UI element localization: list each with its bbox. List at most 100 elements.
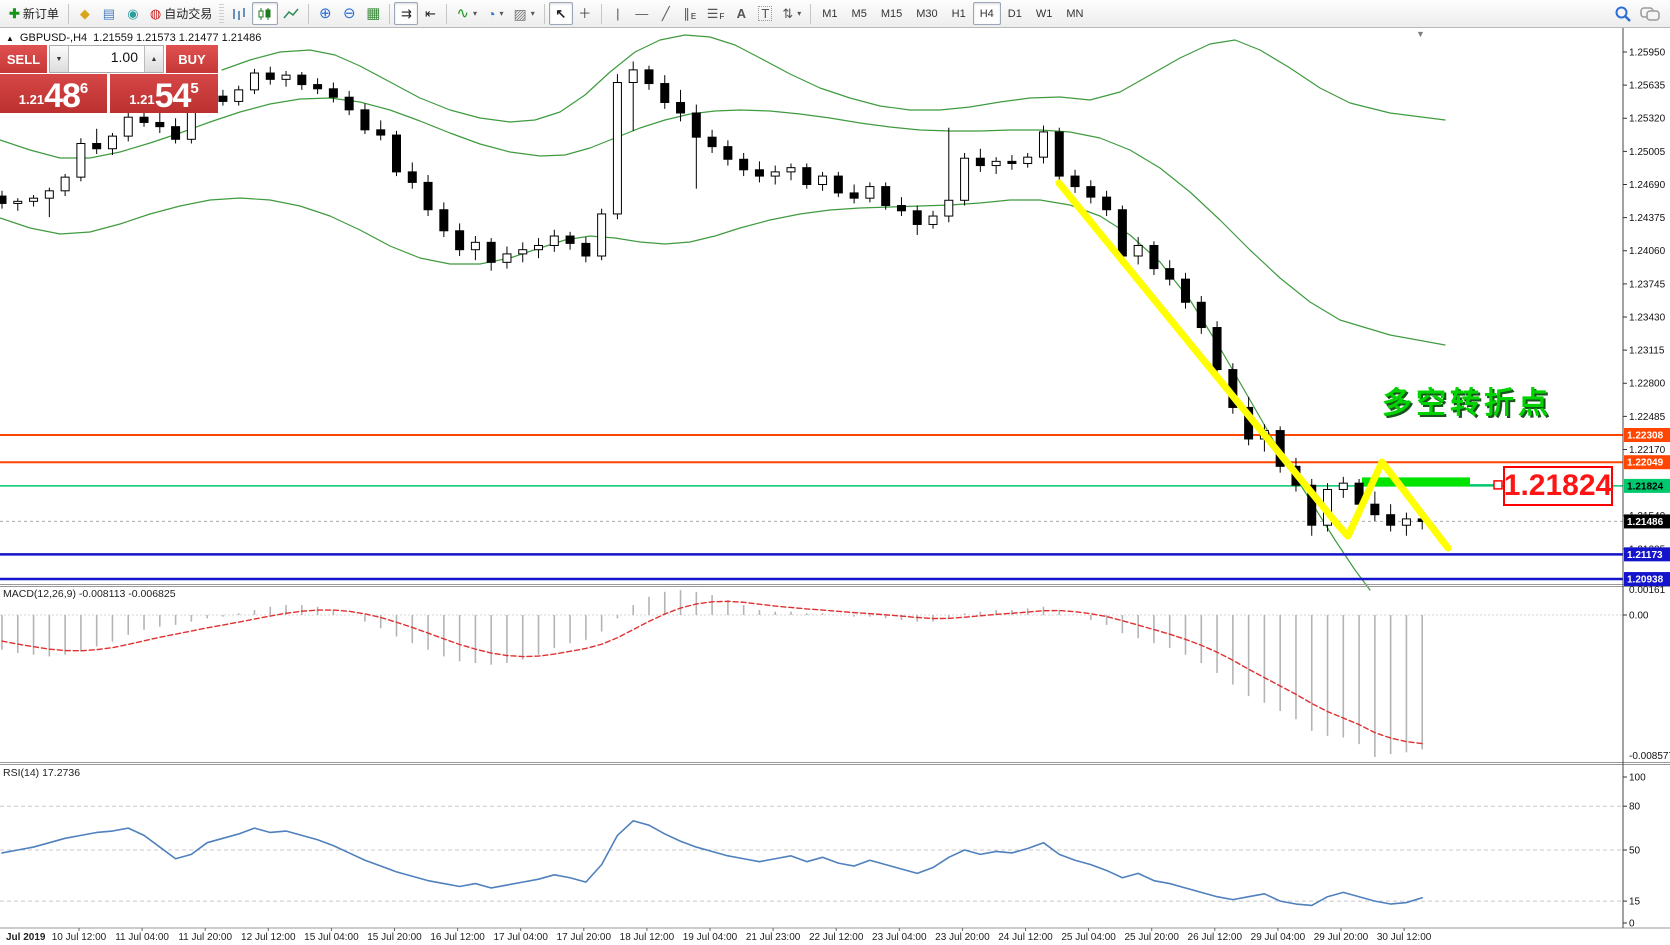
svg-text:100: 100 xyxy=(1629,773,1646,784)
tab-timeframe-M30[interactable]: M30 xyxy=(916,7,938,20)
volume-up-button[interactable]: ▲ xyxy=(144,46,163,72)
toolbar: ✚ 新订单 ◆ ▤ ◉ ◍ 自动交易 ⊕ ⊖ ▦ ⇉ ⇤ ∿ ▾ ◔ ▾ ▨ ▾ xyxy=(0,0,1670,28)
svg-text:1.25635: 1.25635 xyxy=(1629,81,1666,92)
tab-timeframe-W1[interactable]: W1 xyxy=(1035,7,1053,20)
text-icon: A xyxy=(736,6,747,21)
tab-timeframe-M15[interactable]: M15 xyxy=(880,7,903,20)
sell-button[interactable]: SELL xyxy=(0,45,47,73)
sell-price-big: 48 xyxy=(44,77,81,115)
divider xyxy=(600,3,602,24)
arrows-tool-button[interactable]: ⇅ ▾ xyxy=(777,2,806,25)
divider xyxy=(67,3,69,24)
tab-timeframe-MN[interactable]: MN xyxy=(1066,7,1084,20)
signals-button[interactable]: ◉ xyxy=(121,2,145,25)
svg-text:1.25950: 1.25950 xyxy=(1629,48,1666,59)
new-order-icon: ✚ xyxy=(9,6,20,21)
divider xyxy=(389,3,391,24)
zoom-out-icon: ⊖ xyxy=(342,5,356,22)
timeframe-group: M1 M5 M15 M30 H1 H4 D1 W1 MN xyxy=(815,2,1090,25)
svg-text:23 Jul 20:00: 23 Jul 20:00 xyxy=(935,932,990,943)
svg-text:1.23745: 1.23745 xyxy=(1629,279,1666,290)
line-chart-icon xyxy=(283,8,299,18)
vertical-line-icon: | xyxy=(616,6,620,21)
buy-price-sup: 5 xyxy=(190,80,199,97)
one-click-trade-panel: SELL ▼ 1.00 ▲ BUY 1.21 48 6 1.21 54 5 xyxy=(0,45,218,113)
svg-text:24 Jul 12:00: 24 Jul 12:00 xyxy=(998,932,1053,943)
horizontal-line-tool-button[interactable]: — xyxy=(630,2,654,25)
history-center-button[interactable]: ◆ xyxy=(73,2,97,25)
volume-down-button[interactable]: ▼ xyxy=(50,46,69,72)
fibonacci-tool-button[interactable]: ☰ F xyxy=(702,2,730,25)
volume-input[interactable]: 1.00 xyxy=(110,49,138,65)
clock-icon: ◔ xyxy=(487,5,496,22)
tab-timeframe-M1[interactable]: M1 xyxy=(822,7,838,20)
price-label-box[interactable]: 1.21824 xyxy=(1503,466,1613,506)
toolbar-grip xyxy=(219,3,225,24)
chat-icon[interactable] xyxy=(1640,6,1660,22)
tile-windows-button[interactable]: ▦ xyxy=(361,2,385,25)
svg-text:1.21824: 1.21824 xyxy=(1627,481,1664,492)
svg-text:11 Jul 04:00: 11 Jul 04:00 xyxy=(115,932,169,943)
tab-timeframe-H1[interactable]: H1 xyxy=(951,7,966,20)
auto-scroll-icon: ⇉ xyxy=(401,6,412,21)
tab-timeframe-D1[interactable]: D1 xyxy=(1007,7,1022,20)
zoom-out-button[interactable]: ⊖ xyxy=(337,2,361,25)
trendline-tool-button[interactable]: ╱ xyxy=(654,2,678,25)
chart-shift-marker-icon[interactable]: ▼ xyxy=(1416,29,1425,39)
toolbar-right xyxy=(1614,5,1666,23)
svg-text:12 Jul 12:00: 12 Jul 12:00 xyxy=(241,932,296,943)
svg-text:1.23430: 1.23430 xyxy=(1629,312,1666,323)
cursor-tool-button[interactable]: ↖ xyxy=(548,2,573,25)
vertical-line-tool-button[interactable]: | xyxy=(606,2,630,25)
buy-button[interactable]: BUY xyxy=(166,45,218,73)
sell-price[interactable]: 1.21 48 6 xyxy=(0,74,107,113)
line-chart-button[interactable] xyxy=(278,2,304,25)
chart-shift-icon: ⇤ xyxy=(425,6,436,21)
search-icon[interactable] xyxy=(1614,5,1632,23)
market-watch-button[interactable]: ▤ xyxy=(97,2,121,25)
svg-text:11 Jul 20:00: 11 Jul 20:00 xyxy=(178,932,232,943)
autotrading-label: 自动交易 xyxy=(164,7,213,21)
templates-button[interactable]: ▨ ▾ xyxy=(509,2,540,25)
channel-tool-button[interactable]: ∥ E xyxy=(678,2,702,25)
tab-timeframe-M5[interactable]: M5 xyxy=(851,7,867,20)
chart-annotation-text[interactable]: 多空转折点 xyxy=(1382,387,1552,420)
ingot-icon: ◆ xyxy=(79,6,90,21)
horizontal-line-icon: — xyxy=(635,6,649,21)
periods-button[interactable]: ◔ ▾ xyxy=(482,2,508,25)
panel-toggle-icon[interactable]: ▲ xyxy=(6,33,14,43)
chart-shift-button[interactable]: ⇤ xyxy=(418,2,442,25)
candlestick-chart-button[interactable] xyxy=(252,2,279,25)
svg-text:17 Jul 20:00: 17 Jul 20:00 xyxy=(557,932,612,943)
svg-text:0: 0 xyxy=(1629,919,1635,930)
chevron-down-icon: ▾ xyxy=(797,9,802,18)
svg-text:0.00161: 0.00161 xyxy=(1629,585,1666,596)
tab-timeframe-H4[interactable]: H4 xyxy=(972,2,1001,25)
new-order-button[interactable]: ✚ 新订单 xyxy=(4,2,64,25)
autotrading-icon: ◍ xyxy=(149,6,162,21)
svg-text:29 Jul 04:00: 29 Jul 04:00 xyxy=(1251,932,1306,943)
text-tool-button[interactable]: A xyxy=(729,2,753,25)
zoom-in-button[interactable]: ⊕ xyxy=(313,2,337,25)
svg-text:MACD(12,26,9) -0.008113 -0.006: MACD(12,26,9) -0.008113 -0.006825 xyxy=(3,588,176,600)
crosshair-tool-button[interactable]: ＋ xyxy=(573,2,597,25)
svg-text:1.25320: 1.25320 xyxy=(1629,114,1666,125)
svg-text:15 Jul 20:00: 15 Jul 20:00 xyxy=(367,932,422,943)
buy-price[interactable]: 1.21 54 5 xyxy=(110,74,218,113)
svg-text:1.20938: 1.20938 xyxy=(1627,575,1664,586)
text-label-tool-button[interactable]: T xyxy=(753,2,777,25)
autotrading-button[interactable]: ◍ 自动交易 xyxy=(145,2,217,25)
indicators-icon: ∿ xyxy=(456,5,470,22)
text-label-icon: T xyxy=(758,6,773,21)
svg-text:1.25005: 1.25005 xyxy=(1629,147,1666,158)
fibonacci-icon: ☰ xyxy=(706,6,719,21)
svg-text:17 Jul 04:00: 17 Jul 04:00 xyxy=(493,932,548,943)
bar-chart-icon xyxy=(233,7,246,20)
bar-chart-button[interactable] xyxy=(226,2,252,25)
indicators-button[interactable]: ∿ ▾ xyxy=(451,2,482,25)
symbol-header[interactable]: ▲ GBPUSD-,H4 1.21559 1.21573 1.21477 1.2… xyxy=(6,32,261,44)
auto-scroll-button[interactable]: ⇉ xyxy=(394,2,419,25)
svg-text:21 Jul 23:00: 21 Jul 23:00 xyxy=(746,932,801,943)
